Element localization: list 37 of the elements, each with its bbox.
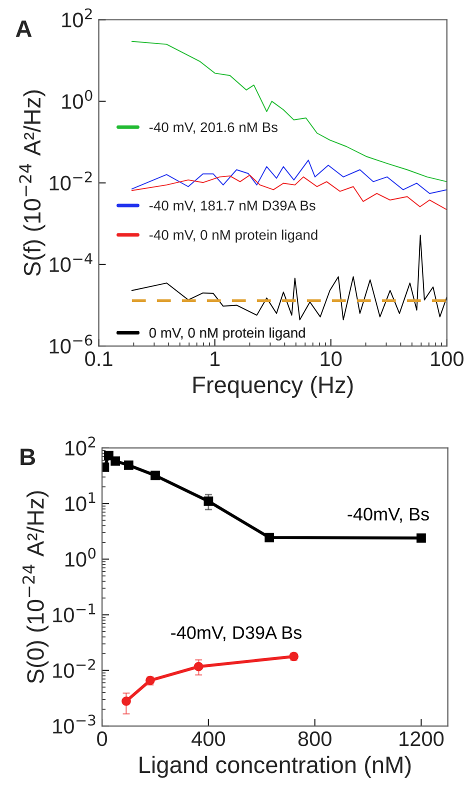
y-tick-label: 10$^{0}$ (62, 90, 92, 109)
legend-label: 0 mV, 0 nM protein ligand (149, 328, 305, 340)
x-axis-title: Ligand concentration (nM) (140, 756, 411, 778)
y-axis-title: S(f) (10$^{−24}$ A²/Hz) (19, 90, 46, 276)
series-label: -40mV, D39A Bs (171, 626, 302, 642)
x-tick-label: 1 (210, 352, 220, 366)
y-axis-title: S(0) (10$^{−24}$ A²/Hz) (22, 491, 49, 684)
legend-label: -40 mV, 181.7 nM D39A Bs (149, 200, 316, 212)
point (122, 696, 131, 706)
point (194, 662, 204, 672)
y-tick-label: 10$^{−1}$ (53, 604, 96, 622)
y-tick-label: 10$^{−4}$ (50, 253, 92, 272)
y-tick-label: 10$^{2}$ (62, 8, 92, 28)
y-tick-label: 10$^{1}$ (65, 492, 96, 512)
point (124, 460, 134, 470)
series-label: -40mV, Bs (348, 508, 429, 523)
y-tick-label: 10$^{−2}$ (50, 171, 92, 190)
point (416, 533, 426, 543)
point (150, 470, 160, 480)
legend-label: -40 mV, 0 nM protein ligand (149, 230, 318, 243)
x-tick-label: 800 (298, 731, 332, 746)
x-axis-title: Frequency (Hz) (193, 376, 353, 398)
x-tick-label: 0 (97, 731, 108, 746)
x-tick-label: 10 (320, 351, 342, 366)
x-tick-label: 100 (431, 351, 464, 366)
y-tick-label: 10$^{−3}$ (53, 714, 96, 734)
y-tick-label: 10$^{2}$ (65, 436, 96, 456)
point (110, 456, 120, 466)
x-tick-label: 1200 (400, 731, 444, 746)
chart-title: B (20, 448, 36, 466)
y-tick-label: 10$^{0}$ (65, 548, 96, 567)
y-tick-label: 10$^{−2}$ (53, 658, 95, 678)
x-tick-label: 400 (192, 731, 226, 746)
point (264, 532, 274, 542)
legend-label: -40 mV, 201.6 nM Bs (149, 122, 278, 134)
point (204, 496, 214, 506)
chart-title: A (16, 20, 32, 37)
